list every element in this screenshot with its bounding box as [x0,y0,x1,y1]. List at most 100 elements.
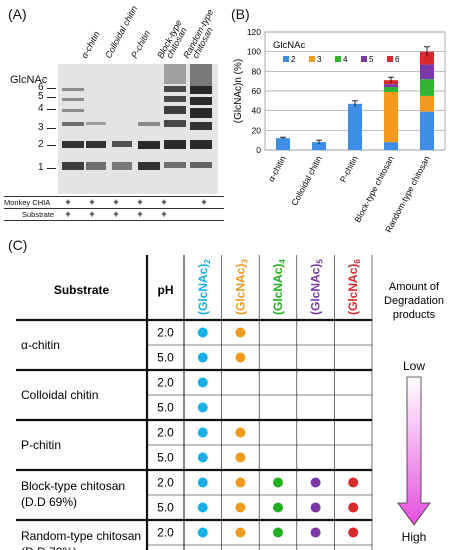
y-tick-label: 0 [256,145,261,155]
control-sign: + [113,209,119,219]
control-label: Substrate [22,210,55,219]
product-header: (GlcNAc)4 [271,259,287,315]
stacked-bar-chart: 0 20 40 60 80 100 120 (GlcNAc)n (%) GlcNAc 2 3 4 5 6 α… [233,27,446,234]
product-dot [197,527,208,538]
degradation-title: Amount of [389,281,440,293]
product-dot [348,527,359,538]
bar-segment [420,79,434,96]
row-ph: 5.0 [157,351,174,365]
product-dot [235,452,246,463]
gel-lane-label: α-chitin [79,29,102,60]
legend-swatch [335,56,341,62]
product-dot [235,502,246,513]
marker-title: GlcNAc [10,74,48,86]
panel-b-letter: (B) [231,6,250,22]
degradation-table: Substrate pH (GlcNAc)2 (GlcNAc)3 (GlcNAc)4 (G… [16,255,444,550]
bar-segment [384,142,398,150]
y-axis-label: (GlcNAc)n (%) [233,59,244,123]
bar-segment [420,51,434,65]
product-dot [310,527,321,538]
dp-tick [47,97,56,98]
bar-segment [384,87,398,92]
header-substrate: Substrate [54,283,110,297]
bar-segment [384,91,398,143]
product-dot [273,527,283,538]
x-tick-label: Colloidal chitin [289,154,324,207]
controls-bottom-line [4,220,224,221]
product-dot [197,502,208,513]
legend-label: 2 [291,55,296,64]
dp-tick [47,128,56,129]
control-sign: + [89,197,95,207]
product-header: (GlcNAc)3 [233,259,249,315]
control-sign: + [137,209,143,219]
control-sign: + [137,197,143,207]
degradation-title: Degradation [384,295,444,307]
dp-tick [47,168,56,169]
header-ph: pH [158,283,174,297]
legend-swatch [361,56,367,62]
row-ph: 5.0 [157,401,174,415]
product-dot [197,327,208,338]
dp-label: 1 [38,162,44,173]
row-substrate-dd: (D.D 70%) [21,545,77,550]
product-dot [273,477,283,488]
product-dot [197,377,208,388]
row-ph: 2.0 [157,476,174,490]
product-dot [273,502,283,513]
legend-label: 6 [395,55,400,64]
product-header: (GlcNAc)5 [309,259,325,315]
bar-segment [348,103,362,150]
legend-label: 4 [343,55,348,64]
row-substrate: Colloidal chitin [21,388,98,402]
product-dot [197,452,208,463]
bar-segment [420,95,434,112]
dp-tick [47,109,56,110]
bar-segment [384,84,398,88]
low-label: Low [403,359,425,373]
product-dot [197,352,208,363]
controls-mid-line [4,208,224,209]
product-dot [348,477,359,488]
bar-segment [312,142,326,150]
control-sign: + [65,197,71,207]
product-header: (GlcNAc)6 [346,259,362,315]
control-sign: + [161,197,167,207]
control-sign: + [65,209,71,219]
legend-label: 3 [317,55,322,64]
y-tick-label: 100 [247,47,261,57]
dp-tick [47,88,56,89]
control-sign: + [201,197,207,207]
row-ph: 2.0 [157,426,174,440]
x-tick-label: P-chitin [338,154,360,184]
product-dot [310,502,321,513]
row-ph: 2.0 [157,326,174,340]
y-tick-label: 40 [252,106,262,116]
product-dot [310,477,321,488]
row-ph: 2.0 [157,526,174,540]
controls-top-line [4,196,224,197]
row-substrate: Block-type chitosan [21,479,125,493]
legend-swatch [387,56,393,62]
control-sign: + [113,197,119,207]
product-dot [197,427,208,438]
gel-lane-label: P-chitin [129,28,153,60]
product-dot [235,427,246,438]
dp-label: 2 [38,139,44,150]
bar-segment [420,111,434,150]
row-ph: 5.0 [157,501,174,515]
gel-image [58,64,218,194]
product-dot [235,477,246,488]
dp-label: 6 [38,82,44,93]
row-substrate-dd: (D.D 69%) [21,495,77,509]
y-tick-label: 120 [247,27,261,37]
bar-segment [420,64,434,80]
x-tick-label: α-chitin [266,154,288,183]
control-sign: + [89,209,95,219]
product-dot [197,477,208,488]
product-header: (GlcNAc)2 [196,259,212,315]
row-substrate: P-chitin [21,438,61,452]
degradation-arrow [397,376,431,526]
high-label: High [402,530,427,544]
product-dot [235,527,246,538]
